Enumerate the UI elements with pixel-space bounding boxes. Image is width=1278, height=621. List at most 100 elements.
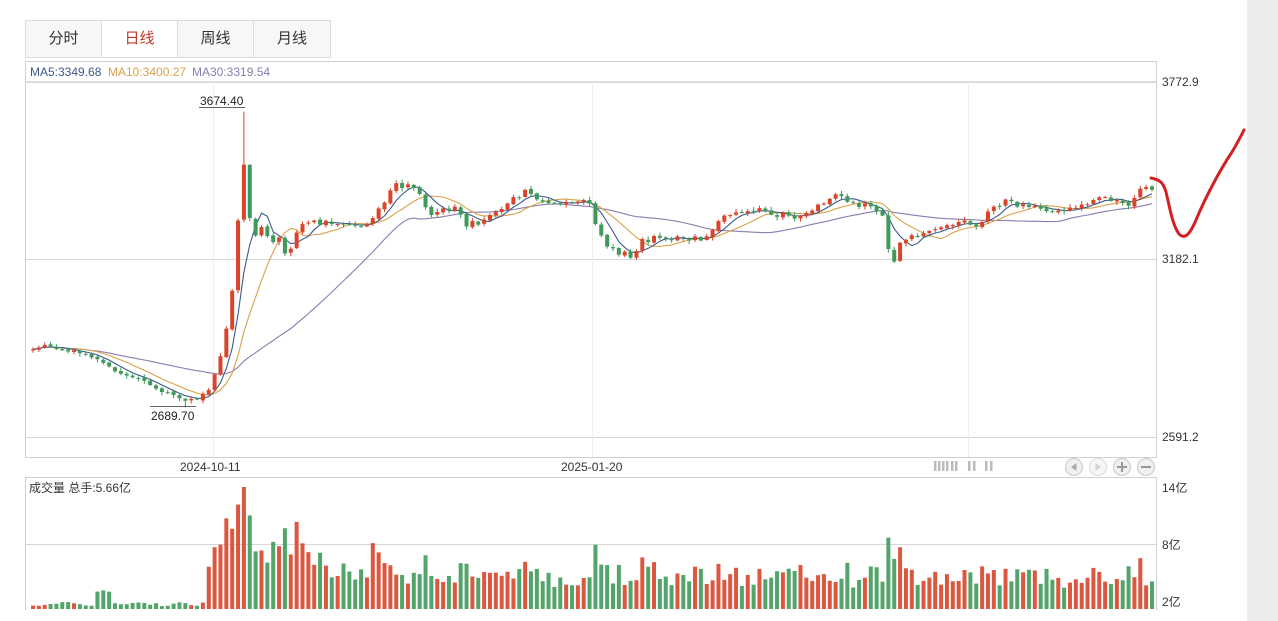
- tab-1[interactable]: 日线: [102, 21, 178, 57]
- volume-bar: [394, 574, 399, 609]
- legend-ma30: MA30:3319.54: [192, 65, 270, 79]
- volume-bar: [634, 580, 639, 609]
- candle-body: [1003, 199, 1008, 206]
- volume-bar: [72, 603, 77, 609]
- volume-bar: [60, 602, 65, 609]
- volume-bar: [376, 552, 381, 609]
- volume-bar: [652, 562, 657, 609]
- volume-bar: [48, 603, 53, 609]
- candle-body: [622, 251, 627, 256]
- tab-2[interactable]: 周线: [178, 21, 254, 57]
- candle-body: [423, 194, 428, 208]
- candle-body: [288, 248, 293, 253]
- volume-bar: [605, 565, 610, 609]
- volume-bar: [1062, 587, 1067, 609]
- candle-body: [845, 196, 850, 202]
- candle-body: [950, 224, 955, 227]
- volume-bar: [446, 575, 451, 609]
- volume-bar: [42, 604, 47, 609]
- volume-bar: [148, 604, 153, 609]
- candle-body: [616, 247, 621, 255]
- candle-body: [599, 224, 604, 236]
- candle-body: [652, 236, 657, 243]
- volume-bar: [880, 581, 885, 609]
- candle-body: [903, 239, 908, 244]
- tab-0[interactable]: 分时: [26, 21, 102, 57]
- volume-bar: [259, 550, 264, 609]
- volume-bar: [118, 604, 123, 609]
- volume-bar: [693, 566, 698, 609]
- candle-body: [77, 350, 82, 354]
- candle-body: [786, 212, 791, 216]
- candle-body: [1032, 205, 1037, 208]
- volume-bar: [142, 602, 147, 609]
- volume-bar: [1138, 558, 1143, 609]
- candle-body: [159, 388, 164, 392]
- candle-body: [1138, 188, 1143, 198]
- volume-bar: [1038, 583, 1043, 609]
- volume-bar: [956, 580, 961, 609]
- candle-body: [482, 219, 487, 224]
- volume-bar: [663, 576, 668, 609]
- candle-body: [1015, 201, 1020, 207]
- volume-bar: [886, 537, 891, 609]
- candle-body: [722, 215, 727, 222]
- volume-bar: [933, 571, 938, 609]
- candle-body: [528, 188, 533, 195]
- volume-bar: [36, 605, 41, 609]
- candle-body: [388, 190, 393, 204]
- volume-bar: [124, 604, 129, 609]
- candle-body: [1144, 187, 1149, 189]
- scroll-right-icon[interactable]: [1089, 458, 1107, 476]
- scroll-left-icon[interactable]: [1065, 458, 1083, 476]
- volume-bar: [1144, 585, 1149, 609]
- candle-body: [282, 237, 287, 254]
- volume-bar: [271, 541, 276, 609]
- volume-bar: [464, 563, 469, 609]
- candle-body: [31, 349, 35, 351]
- volume-bar: [552, 586, 557, 609]
- volume-bar: [540, 581, 545, 609]
- candle-body: [991, 206, 996, 212]
- volume-bar: [575, 585, 580, 609]
- volume-bar: [1097, 571, 1102, 609]
- candle-body: [1114, 200, 1119, 202]
- volume-tick-label: 8亿: [1162, 537, 1181, 552]
- volume-bar: [405, 583, 410, 609]
- volume-bar: [657, 579, 662, 609]
- volume-bar: [177, 602, 182, 609]
- candle-body: [83, 353, 88, 355]
- volume-bar: [845, 562, 850, 609]
- volume-bar: [423, 555, 428, 609]
- candle-body: [271, 235, 276, 243]
- volume-bar: [458, 563, 463, 609]
- ma10-line: [32, 195, 1153, 396]
- candle-body: [816, 204, 821, 212]
- volume-bar: [745, 574, 750, 609]
- candle-body: [575, 201, 580, 204]
- page-scrollbar[interactable]: [1247, 0, 1278, 621]
- volume-bar: [241, 486, 246, 609]
- volume-bar: [499, 575, 504, 609]
- volume-bar: [839, 578, 844, 609]
- candle-body: [335, 224, 340, 226]
- candle-body: [405, 184, 410, 188]
- tab-3[interactable]: 月线: [276, 30, 307, 47]
- zoom-in-icon[interactable]: [1113, 458, 1131, 476]
- range-slider-handle[interactable]: [934, 461, 993, 471]
- candle-body: [1073, 207, 1078, 209]
- candle-body: [1026, 204, 1031, 207]
- zoom-out-icon[interactable]: [1137, 458, 1155, 476]
- candle-body: [810, 210, 815, 214]
- volume-bar: [704, 584, 709, 609]
- volume-bar: [335, 575, 340, 609]
- candle-body: [898, 242, 903, 261]
- volume-bar: [710, 580, 715, 609]
- volume-bar: [581, 577, 586, 609]
- candle-body: [212, 374, 217, 390]
- volume-bar: [212, 547, 217, 609]
- volume-bar: [517, 569, 522, 609]
- legend-ma5: MA5:3349.68: [30, 65, 102, 79]
- volume-bar: [903, 568, 908, 609]
- candle-body: [739, 212, 744, 214]
